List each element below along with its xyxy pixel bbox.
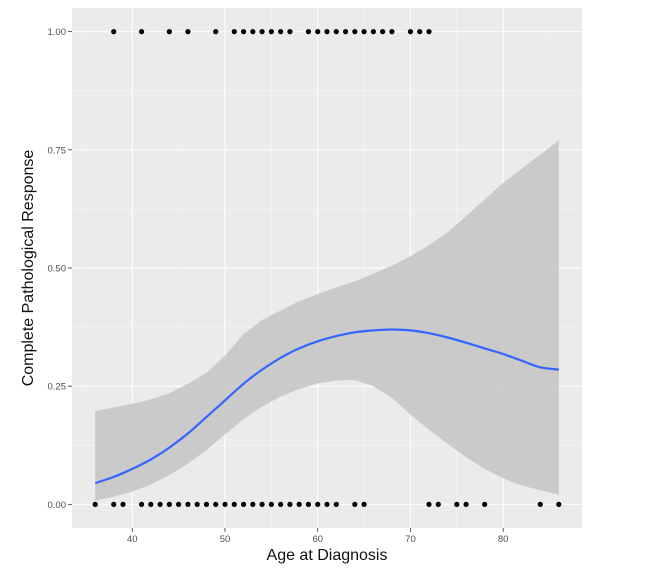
- data-point-response-0: [435, 501, 441, 507]
- data-point-response-0: [482, 501, 488, 507]
- data-point-response-0: [185, 501, 191, 507]
- data-point-response-1: [389, 29, 395, 35]
- data-point-response-0: [176, 501, 182, 507]
- data-point-response-1: [259, 29, 265, 35]
- y-tick-label: 1.00: [48, 27, 67, 38]
- data-point-response-0: [157, 501, 163, 507]
- data-point-response-1: [213, 29, 219, 35]
- data-point-response-1: [240, 29, 247, 35]
- data-point-response-0: [148, 501, 154, 507]
- data-point-response-1: [417, 29, 423, 35]
- data-point-response-1: [138, 29, 145, 35]
- x-axis-title: Age at Diagnosis: [267, 547, 388, 564]
- data-point-response-0: [352, 501, 358, 507]
- data-point-response-1: [361, 29, 367, 35]
- data-point-response-0: [240, 501, 247, 507]
- data-point-response-0: [138, 501, 145, 507]
- data-point-response-1: [380, 29, 386, 35]
- data-point-response-1: [287, 29, 293, 35]
- y-tick-label: 0.25: [48, 382, 67, 393]
- data-point-response-0: [120, 501, 126, 507]
- data-point-response-1: [250, 29, 256, 35]
- data-point-response-1: [370, 29, 376, 35]
- y-tick-label: 0.75: [48, 145, 67, 156]
- data-point-response-0: [203, 501, 210, 507]
- data-point-response-1: [185, 29, 191, 35]
- data-point-response-0: [315, 501, 321, 507]
- data-points: [92, 29, 562, 507]
- y-tick-label: 0.50: [48, 264, 67, 275]
- data-point-response-0: [361, 501, 367, 507]
- data-point-response-1: [166, 29, 172, 35]
- data-point-response-0: [92, 501, 98, 507]
- data-point-response-0: [296, 501, 302, 507]
- data-point-response-0: [222, 501, 228, 507]
- data-point-response-1: [333, 29, 339, 35]
- data-point-response-0: [278, 501, 284, 507]
- data-point-response-1: [111, 29, 117, 35]
- confidence-band: [95, 140, 559, 501]
- data-point-response-1: [352, 29, 358, 35]
- data-point-response-1: [305, 29, 312, 35]
- data-point-response-0: [287, 501, 293, 507]
- data-point-response-0: [537, 501, 543, 507]
- data-point-response-0: [305, 501, 312, 507]
- data-point-response-0: [333, 501, 339, 507]
- data-point-response-0: [166, 501, 172, 507]
- data-point-response-1: [278, 29, 284, 35]
- x-tick-label: 70: [405, 534, 416, 545]
- data-point-response-0: [213, 501, 219, 507]
- data-point-response-0: [259, 501, 265, 507]
- data-point-response-0: [268, 501, 274, 507]
- y-tick-label: 0.00: [48, 500, 67, 511]
- data-point-response-0: [231, 501, 237, 507]
- data-point-response-0: [454, 501, 460, 507]
- y-axis-ticks: 0.00 0.25 0.50 0.75 1.00: [48, 27, 72, 511]
- x-tick-label: 40: [127, 534, 138, 545]
- data-point-response-1: [324, 29, 330, 35]
- data-point-response-0: [556, 501, 562, 507]
- data-point-response-0: [250, 501, 256, 507]
- x-tick-label: 80: [498, 534, 509, 545]
- x-tick-label: 60: [312, 534, 323, 545]
- data-point-response-1: [426, 29, 432, 35]
- data-point-response-0: [194, 501, 200, 507]
- data-point-response-1: [315, 29, 321, 35]
- data-point-response-1: [342, 29, 349, 35]
- smooth-fit-line: [94, 328, 559, 485]
- data-point-response-0: [324, 501, 330, 507]
- x-tick-label: 50: [220, 534, 231, 545]
- data-point-response-0: [426, 501, 432, 507]
- data-point-response-0: [111, 501, 117, 507]
- x-axis-ticks: 40 50 60 70 80: [127, 528, 508, 545]
- data-point-response-1: [407, 29, 414, 35]
- data-point-response-0: [463, 501, 469, 507]
- data-point-response-1: [268, 29, 274, 35]
- data-point-response-1: [231, 29, 237, 35]
- y-axis-title: Complete Pathological Response: [20, 150, 37, 387]
